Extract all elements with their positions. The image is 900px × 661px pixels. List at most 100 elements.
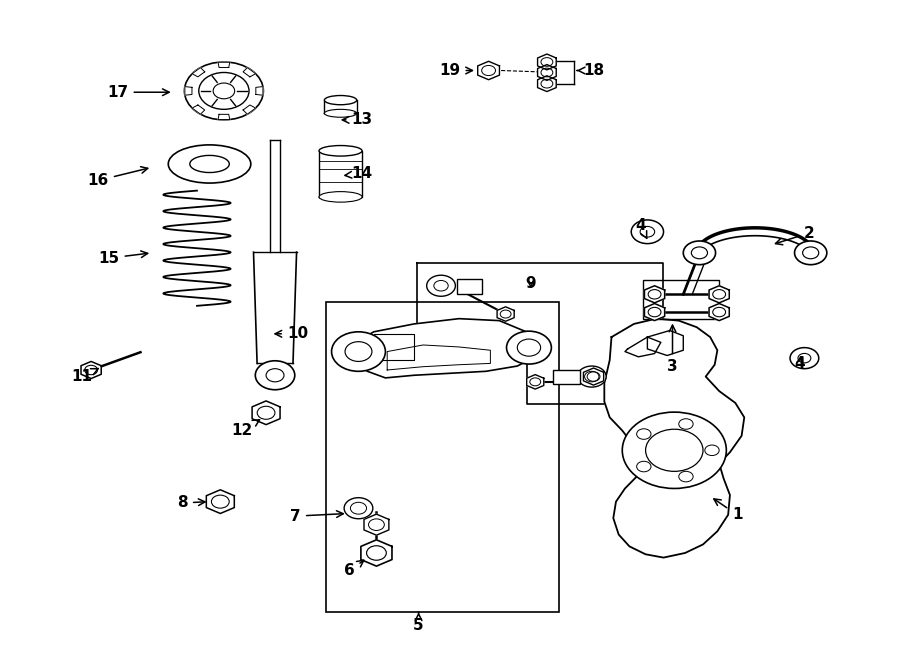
Text: 8: 8 — [177, 496, 205, 510]
Polygon shape — [537, 54, 556, 70]
Polygon shape — [765, 228, 768, 237]
Circle shape — [795, 241, 827, 264]
Circle shape — [636, 461, 651, 472]
Polygon shape — [583, 368, 604, 385]
Bar — [554, 370, 580, 385]
Polygon shape — [790, 233, 792, 241]
Circle shape — [645, 429, 703, 471]
Polygon shape — [787, 232, 788, 241]
Polygon shape — [759, 228, 760, 236]
Polygon shape — [478, 61, 500, 80]
Polygon shape — [752, 228, 754, 236]
Text: 2: 2 — [776, 225, 814, 245]
Polygon shape — [243, 105, 256, 114]
Polygon shape — [709, 237, 711, 245]
Polygon shape — [252, 401, 280, 424]
Polygon shape — [744, 228, 747, 236]
Polygon shape — [708, 237, 709, 246]
Text: 19: 19 — [439, 63, 472, 78]
Polygon shape — [792, 233, 794, 242]
Polygon shape — [715, 234, 716, 243]
Polygon shape — [729, 230, 732, 238]
Polygon shape — [783, 231, 785, 239]
Polygon shape — [81, 362, 101, 379]
Circle shape — [683, 241, 716, 264]
Circle shape — [705, 445, 719, 455]
Polygon shape — [716, 233, 717, 242]
Polygon shape — [802, 238, 804, 247]
Ellipse shape — [324, 109, 356, 117]
Polygon shape — [537, 65, 556, 81]
Text: 14: 14 — [345, 167, 373, 181]
Polygon shape — [256, 87, 263, 95]
Polygon shape — [497, 307, 514, 321]
Text: 16: 16 — [87, 167, 148, 188]
Polygon shape — [206, 490, 234, 514]
Polygon shape — [364, 514, 389, 535]
Polygon shape — [804, 239, 805, 247]
Circle shape — [199, 73, 249, 109]
Polygon shape — [319, 151, 362, 197]
Bar — [643, 280, 719, 319]
Polygon shape — [709, 286, 729, 303]
Bar — [326, 301, 560, 612]
Ellipse shape — [168, 145, 251, 183]
Circle shape — [331, 332, 385, 371]
Text: 10: 10 — [275, 327, 308, 341]
Polygon shape — [732, 229, 733, 238]
Polygon shape — [774, 229, 777, 237]
Polygon shape — [361, 540, 392, 566]
Polygon shape — [706, 238, 708, 247]
Polygon shape — [192, 67, 204, 77]
Text: 17: 17 — [107, 85, 169, 100]
Polygon shape — [750, 228, 751, 236]
Circle shape — [803, 247, 819, 258]
Circle shape — [790, 348, 819, 369]
Text: 7: 7 — [291, 508, 343, 524]
Polygon shape — [738, 229, 740, 237]
Polygon shape — [794, 234, 796, 243]
Text: 3: 3 — [667, 325, 678, 374]
Circle shape — [636, 429, 651, 440]
Polygon shape — [747, 228, 750, 236]
Polygon shape — [807, 241, 808, 250]
Ellipse shape — [319, 145, 362, 156]
Circle shape — [585, 371, 598, 382]
Bar — [457, 279, 482, 293]
Polygon shape — [721, 232, 724, 241]
Polygon shape — [625, 337, 661, 357]
Polygon shape — [713, 235, 715, 243]
Text: 9: 9 — [526, 276, 536, 291]
Polygon shape — [800, 237, 802, 246]
Circle shape — [434, 280, 448, 291]
Polygon shape — [184, 87, 192, 95]
Polygon shape — [796, 235, 797, 243]
Polygon shape — [799, 237, 800, 245]
Polygon shape — [526, 375, 544, 389]
Polygon shape — [808, 242, 809, 251]
Ellipse shape — [324, 96, 356, 104]
Polygon shape — [756, 228, 759, 236]
Polygon shape — [387, 345, 491, 370]
Circle shape — [640, 227, 654, 237]
Polygon shape — [770, 229, 772, 237]
Polygon shape — [647, 330, 683, 356]
Polygon shape — [806, 241, 807, 249]
Text: 18: 18 — [577, 63, 604, 78]
Text: 15: 15 — [98, 251, 148, 266]
Ellipse shape — [190, 155, 230, 173]
Text: 6: 6 — [344, 561, 364, 578]
Circle shape — [507, 331, 552, 364]
Polygon shape — [537, 76, 556, 92]
Text: 4: 4 — [795, 356, 806, 371]
Polygon shape — [604, 319, 744, 558]
Polygon shape — [701, 242, 702, 251]
Circle shape — [213, 83, 235, 98]
Polygon shape — [254, 253, 297, 364]
Polygon shape — [270, 139, 281, 253]
Polygon shape — [734, 229, 735, 237]
Circle shape — [256, 361, 295, 390]
Circle shape — [184, 62, 264, 120]
Polygon shape — [374, 334, 414, 360]
Polygon shape — [805, 240, 806, 249]
